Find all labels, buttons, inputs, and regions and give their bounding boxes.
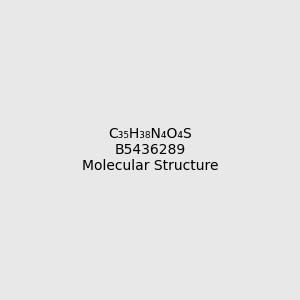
Text: C₃₅H₃₈N₄O₄S
B5436289
Molecular Structure: C₃₅H₃₈N₄O₄S B5436289 Molecular Structure — [82, 127, 218, 173]
